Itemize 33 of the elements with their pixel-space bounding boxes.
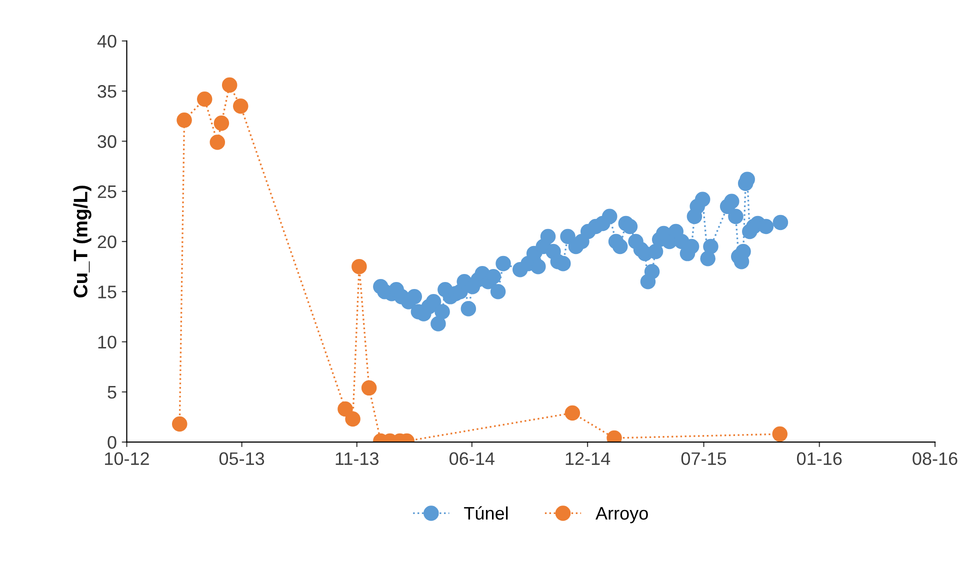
point <box>352 258 367 274</box>
point <box>176 112 192 128</box>
x-tick-label: 06-14 <box>450 452 494 466</box>
point <box>345 411 360 427</box>
x-tick-label: 07-15 <box>681 452 726 466</box>
y-tick-label: 0 <box>108 436 116 449</box>
point <box>172 416 188 432</box>
point <box>222 77 238 93</box>
point <box>210 134 226 150</box>
point <box>361 380 377 396</box>
y-tick-label: 15 <box>98 286 116 298</box>
legend-label: Túnel <box>464 506 508 520</box>
point <box>196 91 212 107</box>
legend-label: Arroyo <box>596 507 648 524</box>
y-tick-label: 5 <box>108 386 116 399</box>
y-tick-label: 10 <box>98 336 116 349</box>
point <box>338 401 353 417</box>
point <box>772 426 788 442</box>
x-tick-label: 01-16 <box>797 452 842 466</box>
y-tick-label: 35 <box>98 85 116 98</box>
point <box>214 116 230 131</box>
point <box>564 405 580 421</box>
x-tick-label: 11-13 <box>336 452 378 466</box>
y-tick-label: 20 <box>98 235 116 248</box>
x-tick-label: 05-13 <box>219 452 264 466</box>
y-tick-label: 40 <box>97 34 116 48</box>
x-tick-label: 12-14 <box>566 452 610 465</box>
y-tick-label: 30 <box>98 135 116 148</box>
y-tick-label: 25 <box>98 185 116 198</box>
x-tick-label: 10-12 <box>105 452 149 466</box>
y-axis-title: Cu_T (mg/L) <box>73 186 92 298</box>
point <box>233 98 248 114</box>
x-tick-label: 08-16 <box>912 452 958 466</box>
